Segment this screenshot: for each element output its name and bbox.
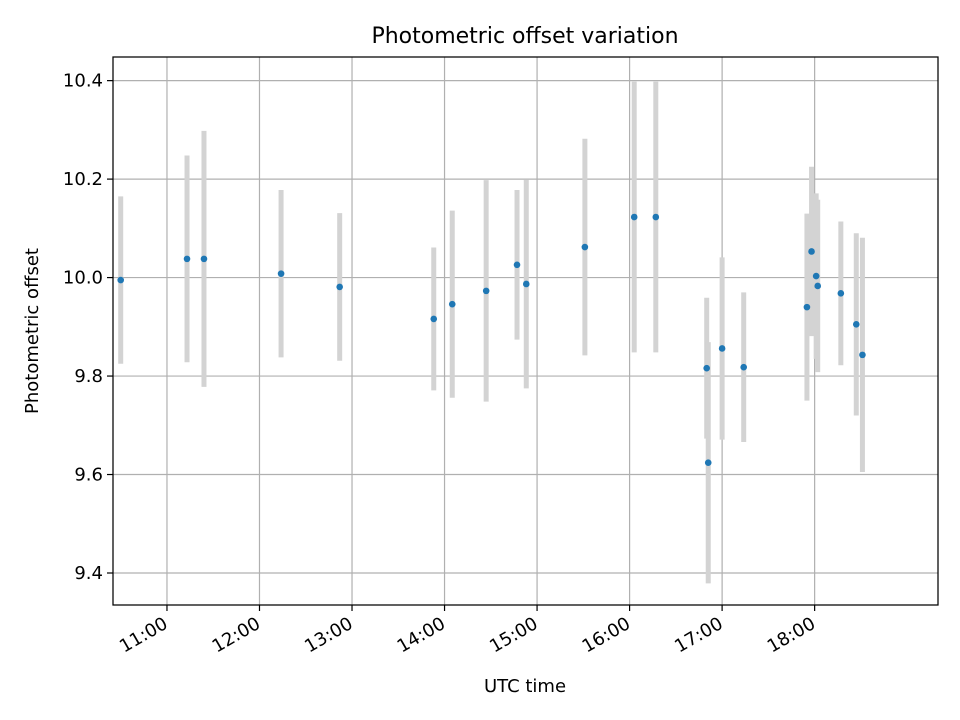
data-point — [812, 272, 820, 280]
data-point — [740, 363, 748, 371]
data-point — [200, 255, 208, 263]
data-point — [852, 321, 860, 328]
data-point — [704, 459, 712, 467]
data-point — [703, 364, 710, 372]
chart-title: Photometric offset variation — [371, 24, 678, 49]
data-point — [183, 255, 191, 263]
data-point — [336, 283, 343, 291]
data-point — [277, 270, 285, 277]
data-point — [522, 280, 530, 288]
data-point — [859, 351, 866, 359]
data-point — [652, 213, 660, 221]
y-axis-label: Photometric offset — [22, 248, 43, 414]
data-point — [448, 300, 456, 308]
y-axis-ticks: 9.4 9.6 9.8 10.0 10.2 10.4 — [63, 71, 113, 584]
x-axis-label: UTC time — [484, 676, 566, 697]
data-point — [718, 345, 726, 352]
y-tick-label: 9.8 — [74, 366, 103, 387]
y-tick-label: 9.6 — [74, 465, 103, 486]
y-tick-label: 10.2 — [63, 169, 103, 190]
data-point — [117, 276, 125, 284]
data-point — [513, 261, 521, 269]
data-point — [837, 290, 845, 297]
y-tick-label: 10.0 — [63, 268, 103, 289]
data-point — [630, 213, 638, 221]
y-tick-label: 9.4 — [74, 563, 103, 584]
data-point — [808, 248, 815, 255]
data-point — [814, 282, 822, 290]
data-points — [117, 213, 866, 467]
data-point — [482, 287, 490, 295]
plot-frame — [112, 56, 939, 606]
y-tick-label: 10.4 — [63, 71, 103, 92]
data-point — [581, 243, 589, 251]
data-point — [430, 315, 438, 323]
data-point — [803, 303, 811, 311]
